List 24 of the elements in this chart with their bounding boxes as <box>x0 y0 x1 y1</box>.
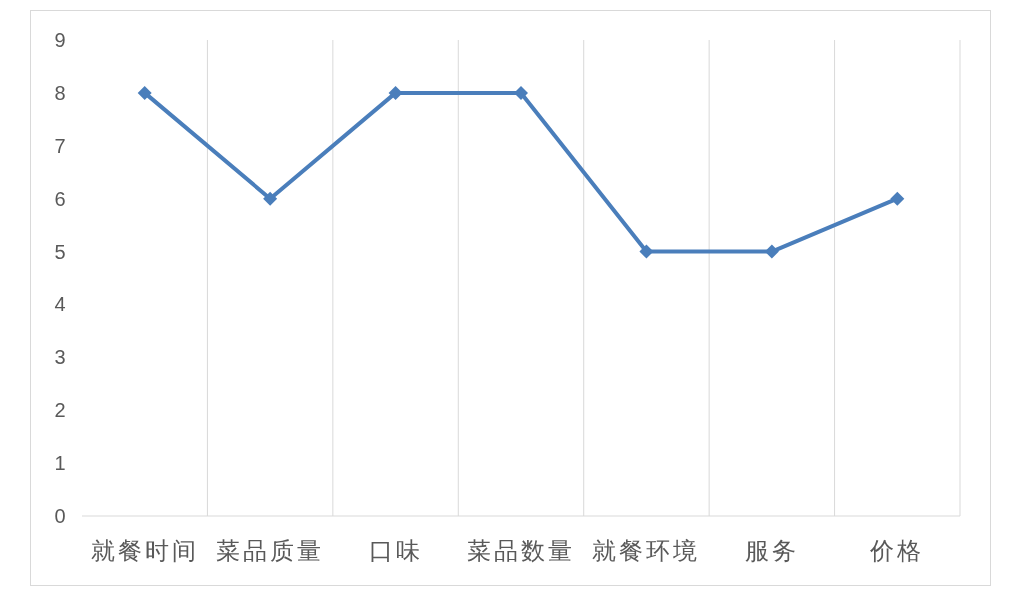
x-tick-label: 服务 <box>744 537 799 565</box>
point <box>514 85 528 100</box>
x-tick-label: 价格 <box>869 537 925 565</box>
point <box>388 85 403 100</box>
y-tick-label: 3 <box>54 346 66 369</box>
y-tick-label: 6 <box>54 187 66 210</box>
y-tick-label: 8 <box>54 81 66 104</box>
y-tick-label: 0 <box>54 505 66 527</box>
y-tick-label: 4 <box>54 293 66 316</box>
point <box>639 244 654 259</box>
x-tick-label: 菜品质量 <box>216 537 325 565</box>
x-tick-label: 口味 <box>368 537 423 565</box>
point <box>137 85 152 100</box>
point <box>764 244 779 259</box>
y-tick-label: 9 <box>54 29 66 51</box>
y-tick-label: 2 <box>54 399 66 422</box>
x-tick-label: 就餐环境 <box>592 537 701 565</box>
x-tick-label: 菜品数量 <box>467 537 575 565</box>
point <box>263 191 278 206</box>
y-tick-label: 1 <box>54 452 66 475</box>
x-tick-label: 就餐时间 <box>90 537 199 565</box>
y-tick-label: 7 <box>54 134 66 157</box>
y-tick-label: 5 <box>54 240 66 263</box>
point <box>890 191 905 206</box>
